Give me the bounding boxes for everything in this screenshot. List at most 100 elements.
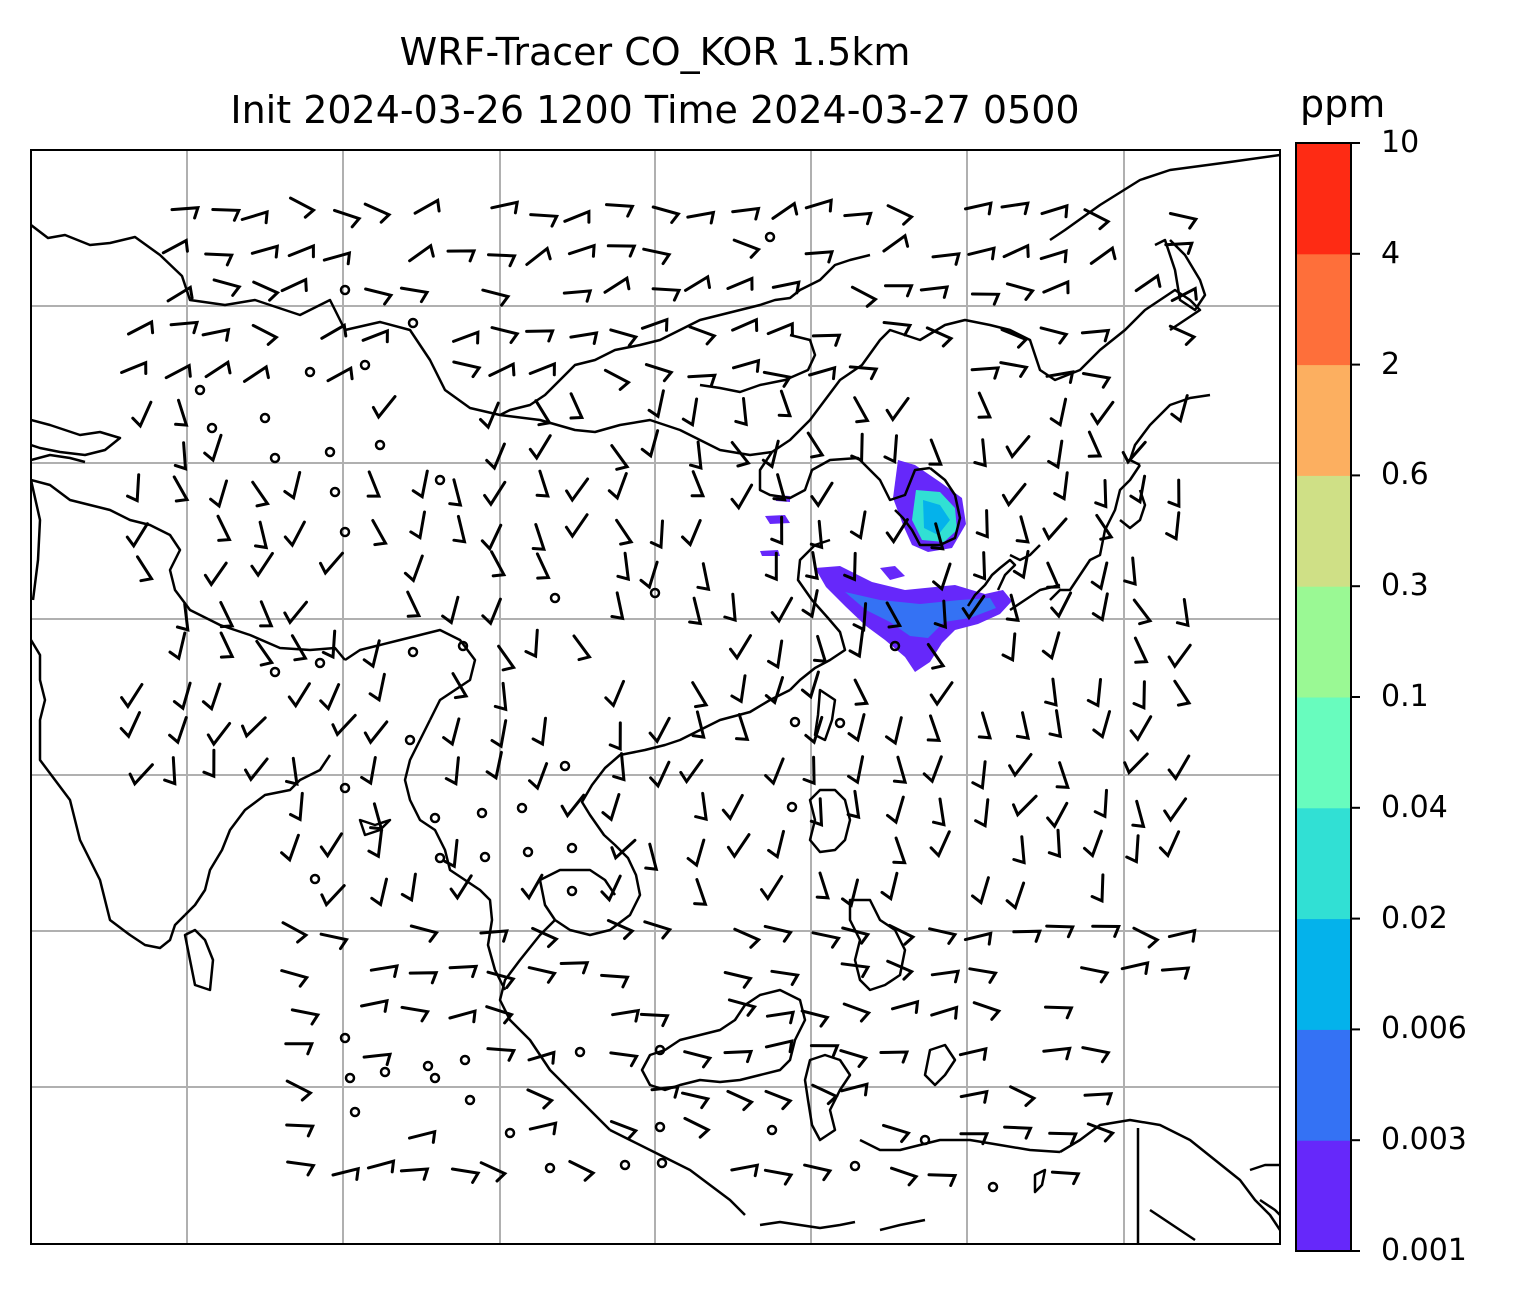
calm-wind-marker — [429, 812, 441, 824]
wind-barb — [1039, 326, 1069, 345]
wind-barb — [999, 361, 1029, 378]
wind-barb — [1165, 511, 1181, 541]
wind-barb — [526, 1088, 555, 1110]
wind-barb — [765, 1010, 796, 1025]
wind-barb — [209, 479, 228, 509]
wind-barb — [172, 475, 190, 503]
wind-barb — [848, 628, 865, 659]
colorbar-segment — [1296, 364, 1351, 476]
calm-wind-marker — [309, 873, 321, 885]
tracer-plume-patch — [880, 566, 905, 580]
wind-barb — [1044, 1005, 1074, 1020]
wind-barb — [1091, 592, 1109, 622]
wind-barb — [127, 319, 155, 336]
wind-barb — [485, 442, 506, 471]
calm-wind-marker — [434, 474, 446, 486]
coastline — [759, 1220, 856, 1230]
calm-wind-marker — [359, 359, 371, 371]
wind-barb — [409, 924, 440, 943]
wind-barb — [490, 200, 520, 215]
calm-wind-marker — [324, 446, 336, 458]
wind-barb — [289, 791, 304, 822]
colorbar-segment — [1296, 918, 1351, 1030]
wind-barb — [927, 1173, 958, 1187]
calm-wind-marker — [407, 646, 419, 658]
calm-wind-marker — [464, 1094, 476, 1106]
wind-barb — [1132, 680, 1146, 710]
wind-barb — [212, 278, 242, 297]
wind-barb — [1049, 397, 1068, 428]
coastlines — [31, 153, 1280, 1244]
wind-barb — [1092, 710, 1111, 740]
wind-barb — [408, 971, 439, 985]
wind-barb — [485, 750, 503, 781]
wind-barb — [535, 469, 550, 498]
wind-barb — [766, 321, 794, 337]
wind-barb — [497, 644, 517, 672]
wind-barb — [452, 330, 480, 345]
calm-wind-marker — [544, 1162, 556, 1174]
coastline — [554, 688, 791, 937]
wind-barb — [403, 554, 424, 583]
wind-barb — [804, 250, 835, 264]
wind-barb — [771, 201, 799, 220]
wind-barb — [1125, 834, 1140, 864]
calm-wind-marker — [339, 284, 351, 296]
coastline — [31, 453, 86, 464]
coastline — [1119, 489, 1147, 530]
wind-barb — [480, 523, 503, 552]
coastline — [31, 639, 186, 950]
wind-barb — [764, 757, 785, 786]
wind-barb — [1090, 561, 1109, 591]
wind-barb — [804, 715, 824, 745]
wind-barb — [975, 509, 989, 539]
wind-barb — [726, 1089, 755, 1112]
colorbar-tick-label: 0.6 — [1381, 457, 1429, 493]
wind-barb — [319, 832, 343, 859]
colorbar-segment — [1296, 253, 1351, 366]
wind-barb — [726, 833, 751, 859]
wind-barb — [1094, 479, 1108, 509]
coastline — [358, 818, 392, 837]
wind-barb — [813, 634, 828, 663]
wind-barb — [1015, 515, 1030, 544]
wind-barb — [885, 518, 909, 545]
wind-barb — [443, 838, 459, 869]
wind-barb — [929, 681, 954, 707]
wind-barb — [259, 600, 274, 628]
wind-barb — [255, 639, 275, 667]
colorbar-segment — [1296, 1029, 1351, 1141]
wind-barb — [686, 838, 706, 868]
wind-barb — [408, 243, 435, 263]
wind-barb — [811, 1083, 839, 1106]
wind-barb — [367, 829, 383, 859]
wind-barb — [884, 284, 914, 298]
calm-wind-marker — [522, 846, 534, 858]
wind-barb — [280, 833, 300, 863]
calm-wind-marker — [194, 384, 206, 396]
wind-barb — [731, 206, 761, 221]
wind-barb — [1083, 208, 1111, 231]
wind-barb — [1083, 1092, 1114, 1106]
wind-barb — [120, 683, 144, 710]
coastline — [1249, 1163, 1280, 1172]
wind-barb — [250, 551, 274, 578]
wind-barb — [487, 253, 517, 268]
wind-barb — [361, 328, 389, 344]
wind-barb — [964, 201, 993, 216]
wind-barb — [1095, 513, 1114, 541]
plot-frame — [30, 149, 1281, 1245]
wind-barb — [287, 682, 311, 709]
coastline — [789, 538, 847, 691]
wind-barb — [880, 871, 899, 902]
wind-barb — [481, 288, 511, 307]
wind-barb — [1005, 282, 1036, 301]
tracer-plume-core — [845, 592, 996, 638]
calm-wind-marker — [407, 317, 419, 329]
wind-barb — [1012, 549, 1030, 580]
wind-barb — [850, 432, 864, 463]
wind-barb — [1005, 881, 1026, 911]
wind-barb — [250, 244, 280, 259]
wind-barb — [283, 600, 308, 625]
